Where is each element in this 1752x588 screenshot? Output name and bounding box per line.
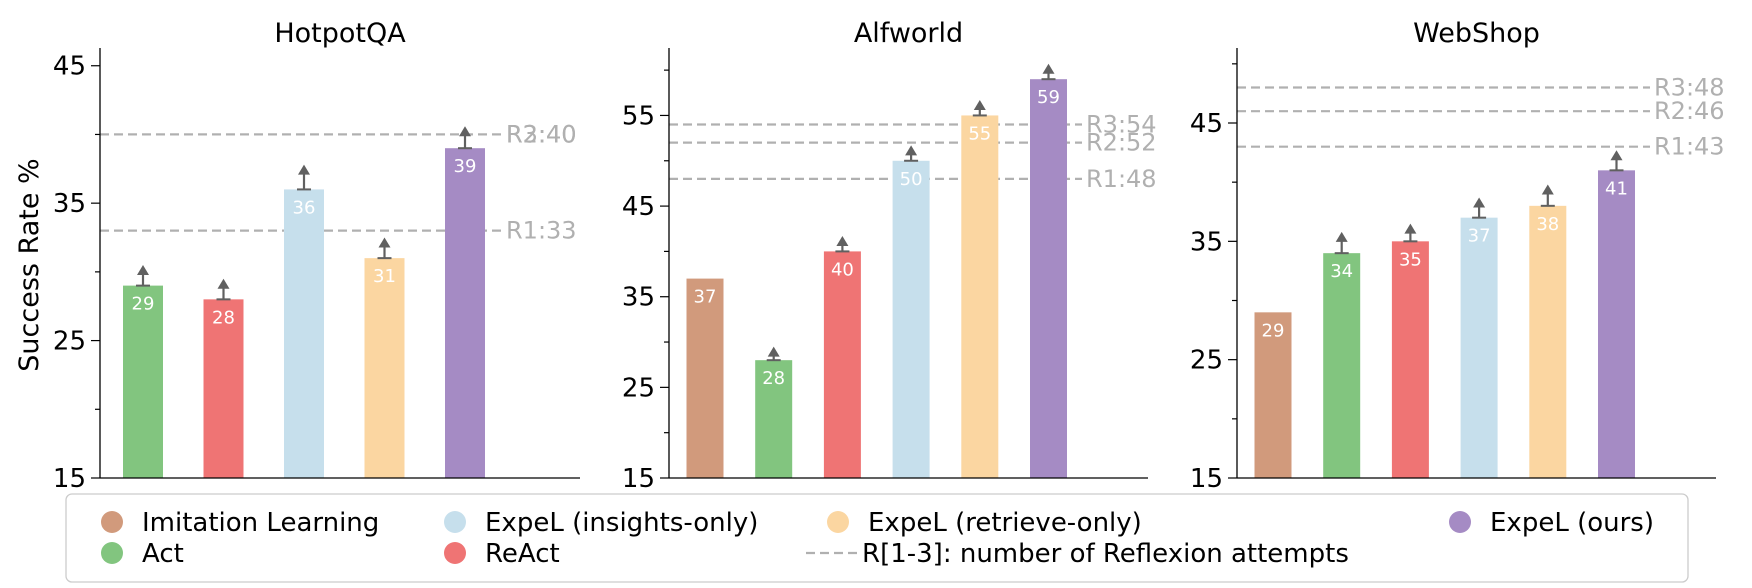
reference-line-label: R2:52 [1086, 129, 1157, 157]
improvement-arrow-head [905, 145, 918, 156]
y-tick-label: 15 [1190, 464, 1223, 494]
y-tick-label: 45 [53, 52, 86, 82]
y-tick-label: 25 [622, 373, 655, 403]
reference-line-label: R1:43 [1654, 133, 1725, 161]
bar-value-label: 39 [454, 156, 477, 177]
bar-value-label: 36 [293, 197, 316, 218]
legend-label: ExpeL (retrieve-only) [868, 508, 1142, 538]
y-tick-label: 35 [1190, 227, 1223, 257]
legend-label: ExpeL (insights-only) [485, 508, 758, 538]
legend-label: ExpeL (ours) [1490, 508, 1654, 538]
legend-label: Act [142, 539, 184, 569]
reference-line-label: R2:40 [506, 120, 577, 148]
y-tick-label: 25 [53, 327, 86, 357]
bar-value-label: 29 [1262, 320, 1285, 341]
panel-title: WebShop [1413, 18, 1540, 49]
bar-value-label: 55 [968, 123, 991, 144]
improvement-arrow-head [1404, 223, 1417, 234]
bar [1598, 170, 1635, 479]
bar-value-label: 34 [1330, 261, 1353, 282]
bar-value-label: 37 [694, 287, 717, 308]
bar [284, 189, 324, 478]
bar [445, 148, 485, 478]
legend-circle-marker [444, 511, 466, 533]
bar [961, 115, 999, 478]
legend-circle-marker [1449, 511, 1471, 533]
bar [203, 299, 244, 478]
bar-value-label: 59 [1037, 87, 1060, 108]
bar [123, 285, 163, 478]
bar [892, 160, 930, 478]
reference-line-label: R3:54 [1086, 111, 1157, 139]
reference-line-label: R3:40 [506, 120, 577, 148]
y-tick-label: 15 [53, 464, 86, 494]
bar-value-label: 35 [1399, 249, 1422, 270]
bar-value-label: 37 [1468, 226, 1491, 247]
improvement-arrow-head [836, 235, 849, 246]
panel-title: Alfworld [854, 18, 963, 49]
improvement-arrow-head [767, 346, 780, 357]
y-tick-label: 25 [1190, 346, 1223, 376]
legend-circle-marker [101, 542, 123, 564]
improvement-arrow-head [298, 164, 310, 175]
bar-value-label: 28 [762, 368, 785, 389]
bar [1254, 312, 1292, 478]
bar [364, 258, 405, 478]
improvement-arrow-head [1610, 150, 1623, 161]
legend-label: Imitation Learning [142, 508, 379, 538]
bar-value-label: 50 [900, 169, 923, 190]
bar-value-label: 28 [212, 307, 235, 328]
reference-line-label: R1:48 [1086, 165, 1157, 193]
reference-line-label: R3:48 [1654, 74, 1725, 102]
bar-value-label: 38 [1536, 214, 1559, 235]
y-tick-label: 45 [622, 192, 655, 222]
bar [755, 360, 793, 478]
y-tick-label: 45 [1190, 109, 1223, 139]
y-tick-label: 35 [53, 189, 86, 219]
bar-value-label: 40 [831, 259, 854, 280]
legend-circle-marker [827, 511, 849, 533]
bar [1323, 253, 1361, 478]
improvement-arrow-head [1042, 63, 1055, 74]
legend-circle-marker [101, 511, 123, 533]
bar-value-label: 41 [1605, 178, 1628, 199]
improvement-arrow-head [459, 126, 471, 137]
improvement-arrow-head [378, 237, 391, 248]
legend-frame [65, 493, 1689, 583]
legend-label: ReAct [485, 539, 560, 569]
bar-value-label: 31 [373, 266, 396, 287]
y-axis-label: Success Rate % [14, 158, 45, 371]
y-tick-label: 55 [622, 101, 655, 131]
bar [823, 251, 861, 478]
improvement-arrow-head [1541, 184, 1554, 195]
bar-value-label: 29 [132, 294, 155, 315]
y-tick-label: 15 [622, 464, 655, 494]
improvement-arrow-head [137, 265, 149, 275]
bar [1529, 205, 1567, 479]
improvement-arrow-head [1473, 197, 1486, 208]
improvement-arrow-head [1335, 231, 1348, 242]
improvement-arrow-head [973, 100, 986, 111]
panel-title: HotpotQA [274, 18, 406, 49]
legend: Imitation Learning ExpeL (insights-only) E… [65, 493, 1689, 583]
bar [1460, 217, 1498, 478]
bar [1030, 79, 1067, 478]
legend-label: R[1-3]: number of Reflexion attempts [862, 539, 1349, 569]
legend-circle-marker [444, 542, 466, 564]
bar [1391, 241, 1429, 478]
reference-line-label: R1:33 [506, 217, 577, 245]
y-tick-label: 35 [622, 283, 655, 313]
reference-line-label: R2:46 [1654, 97, 1725, 125]
improvement-arrow-head [217, 278, 230, 289]
bar [686, 278, 724, 478]
